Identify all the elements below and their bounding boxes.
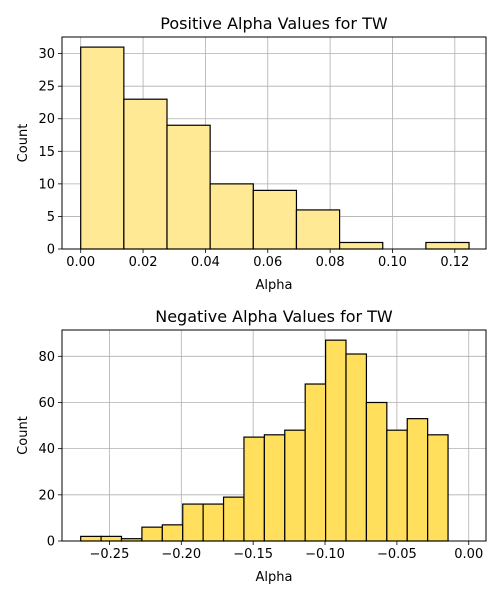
y-tick-label: 40	[38, 442, 55, 457]
histogram-bar	[324, 339, 347, 542]
x-axis-label: Alpha	[256, 278, 293, 293]
y-axis-label: Count	[16, 124, 31, 163]
histogram-bar	[386, 429, 408, 542]
chart-title: Negative Alpha Values for TW	[155, 307, 393, 326]
y-tick-label: 0	[47, 243, 55, 258]
x-tick-label: 0.00	[66, 255, 95, 270]
x-tick-label: 0.06	[253, 255, 282, 270]
x-tick-label: 0.12	[440, 255, 469, 270]
x-tick-label: 0.04	[191, 255, 220, 270]
histogram-bar	[182, 503, 204, 542]
histogram-bar	[80, 535, 102, 542]
histogram-bar	[338, 241, 384, 250]
chart-title: Positive Alpha Values for TW	[160, 14, 388, 33]
y-tick-label: 0	[47, 535, 55, 550]
y-tick-label: 5	[47, 210, 55, 225]
y-tick-label: 60	[38, 396, 55, 411]
histogram-bar	[263, 434, 286, 542]
axes-frame	[61, 36, 487, 250]
y-tick-label: 80	[38, 350, 55, 365]
x-tick-label: 0.00	[454, 547, 483, 562]
histogram-bar	[295, 209, 341, 250]
histogram-bar	[427, 434, 449, 542]
histogram-bar	[243, 436, 265, 542]
chart-1: 0.00 0.02 0.04 0.06 0.08 0.10 0.12 0 5 10 15 20 25 30…	[16, 14, 487, 293]
histogram-bar	[123, 98, 168, 250]
x-tick-label: 0.10	[378, 255, 407, 270]
histogram-bar	[365, 401, 388, 542]
x-tick-label: −0.05	[377, 547, 417, 562]
x-tick-label: −0.10	[305, 547, 345, 562]
histogram-bar	[425, 241, 470, 250]
histogram-bar	[304, 383, 327, 542]
histogram-bar	[202, 503, 225, 542]
y-tick-label: 10	[38, 177, 55, 192]
chart-2: −0.25 −0.20 −0.15 −0.10 −0.05 0.00 0 20 40 60 80 Ne…	[16, 307, 487, 585]
y-axis-label: Count	[16, 416, 31, 455]
histogram-bar	[222, 496, 245, 542]
histogram-bar	[345, 353, 368, 542]
x-tick-label: −0.15	[233, 547, 273, 562]
y-tick-label: 20	[38, 488, 55, 503]
y-tick-label: 25	[38, 80, 55, 95]
histogram-bar	[252, 189, 298, 250]
x-tick-label: −0.20	[161, 547, 201, 562]
x-tick-label: 0.08	[316, 255, 345, 270]
x-tick-label: 0.02	[129, 255, 158, 270]
histogram-bar	[141, 526, 163, 542]
axes-frame	[61, 329, 487, 542]
x-axis-label: Alpha	[256, 570, 293, 585]
histogram-bar	[80, 46, 125, 250]
histogram-bar	[284, 429, 306, 542]
histogram-bar	[406, 418, 429, 542]
x-tick-label: −0.25	[90, 547, 130, 562]
y-tick-label: 20	[38, 112, 55, 127]
y-tick-label: 15	[38, 145, 55, 160]
histogram-bar	[100, 535, 123, 542]
y-tick-label: 30	[38, 47, 55, 62]
histogram-bar	[161, 524, 184, 542]
histogram-bar	[209, 183, 254, 250]
histogram-bar	[166, 124, 211, 250]
